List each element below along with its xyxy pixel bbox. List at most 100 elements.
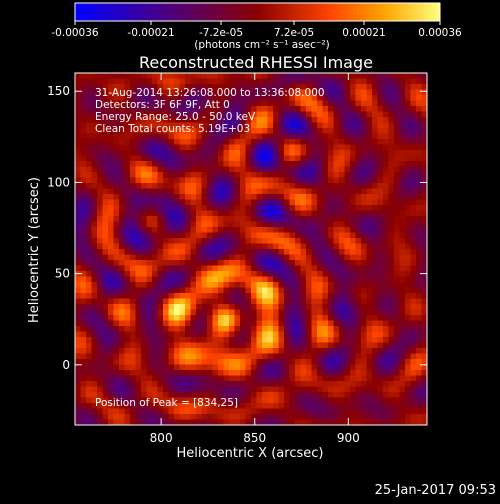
heatmap-cell: [141, 133, 147, 140]
heatmap-cell: [102, 260, 109, 266]
heatmap-cell: [355, 106, 362, 112]
heatmap-cell: [328, 122, 334, 129]
heatmap-cell: [278, 337, 285, 343]
heatmap-cell: [245, 243, 252, 250]
heatmap-cell: [366, 194, 373, 200]
heatmap-cell: [278, 221, 285, 228]
heatmap-cell: [212, 89, 219, 96]
heatmap-cell: [410, 392, 417, 398]
heatmap-cell: [322, 375, 329, 382]
heatmap-cell: [157, 205, 164, 211]
heatmap-cell: [273, 364, 279, 371]
heatmap-cell: [240, 304, 246, 310]
heatmap-cell: [311, 397, 318, 404]
heatmap-cell: [218, 78, 224, 85]
heatmap-cell: [410, 326, 417, 332]
heatmap-cell: [75, 117, 81, 123]
heatmap-cell: [102, 227, 109, 233]
heatmap-cell: [157, 144, 164, 151]
heatmap-cell: [207, 348, 213, 354]
heatmap-cell: [317, 309, 323, 316]
heatmap-cell: [157, 150, 164, 156]
heatmap-cell: [119, 199, 125, 206]
heatmap-cell: [179, 199, 186, 206]
heatmap-cell: [157, 122, 164, 129]
heatmap-cell: [322, 106, 329, 112]
heatmap-cell: [333, 249, 340, 255]
heatmap-cell: [234, 172, 241, 178]
heatmap-cell: [383, 342, 389, 349]
heatmap-cell: [333, 95, 340, 101]
heatmap-cell: [355, 78, 362, 85]
heatmap-cell: [196, 419, 202, 425]
heatmap-cell: [75, 386, 81, 393]
heatmap-cell: [124, 375, 131, 382]
heatmap-cell: [91, 210, 98, 217]
heatmap-cell: [355, 331, 362, 338]
heatmap-cell: [339, 331, 345, 338]
annotation-counts: Clean Total counts: 5.19E+03: [95, 123, 250, 135]
heatmap-cell: [361, 133, 367, 140]
heatmap-cell: [157, 408, 164, 415]
heatmap-cell: [372, 221, 378, 228]
heatmap-cell: [86, 381, 92, 387]
heatmap-cell: [185, 315, 191, 321]
heatmap-cell: [185, 199, 191, 206]
heatmap-cell: [168, 337, 175, 343]
heatmap-cell: [399, 419, 406, 425]
heatmap-cell: [97, 161, 103, 167]
heatmap-cell: [267, 238, 274, 244]
heatmap-cell: [201, 271, 208, 277]
heatmap-cell: [179, 155, 186, 162]
heatmap-cell: [97, 337, 103, 343]
heatmap-cell: [416, 89, 422, 96]
heatmap-cell: [124, 249, 131, 255]
heatmap-cell: [251, 84, 257, 90]
heatmap-cell: [174, 249, 180, 255]
heatmap-cell: [350, 84, 356, 90]
heatmap-cell: [223, 359, 230, 365]
heatmap-cell: [80, 133, 87, 140]
heatmap-cell: [135, 348, 142, 354]
heatmap-cell: [289, 304, 296, 310]
heatmap-cell: [97, 249, 103, 255]
heatmap-cell: [399, 133, 406, 140]
heatmap-cell: [361, 276, 367, 283]
heatmap-cell: [372, 95, 378, 101]
heatmap-cell: [394, 353, 400, 360]
heatmap-cell: [146, 155, 153, 162]
heatmap-cell: [355, 386, 362, 393]
heatmap-cell: [339, 419, 345, 425]
heatmap-cell: [157, 337, 164, 343]
heatmap-cell: [75, 298, 81, 305]
heatmap-cell: [229, 150, 235, 156]
heatmap-cell: [311, 287, 318, 294]
heatmap-cell: [86, 221, 92, 228]
heatmap-cell: [152, 89, 158, 96]
heatmap-cell: [383, 117, 389, 123]
heatmap-cell: [201, 337, 208, 343]
heatmap-cell: [201, 78, 208, 85]
heatmap-cell: [157, 298, 164, 305]
heatmap-cell: [251, 194, 257, 200]
heatmap-cell: [405, 287, 411, 294]
heatmap-cell: [245, 249, 252, 255]
heatmap-cell: [322, 155, 329, 162]
heatmap-cell: [174, 150, 180, 156]
heatmap-cell: [278, 78, 285, 85]
heatmap-cell: [262, 381, 268, 387]
heatmap-cell: [229, 364, 235, 371]
heatmap-cell: [152, 359, 158, 365]
heatmap-cell: [300, 403, 307, 409]
heatmap-cell: [377, 155, 384, 162]
heatmap-cell: [333, 210, 340, 217]
heatmap-cell: [421, 298, 427, 305]
heatmap-cell: [372, 309, 378, 316]
heatmap-cell: [394, 315, 400, 321]
heatmap-cell: [163, 315, 169, 321]
heatmap-cell: [168, 210, 175, 217]
heatmap-cell: [267, 144, 274, 151]
heatmap-cell: [421, 161, 427, 167]
heatmap-cell: [289, 414, 296, 420]
heatmap-cell: [86, 172, 92, 178]
